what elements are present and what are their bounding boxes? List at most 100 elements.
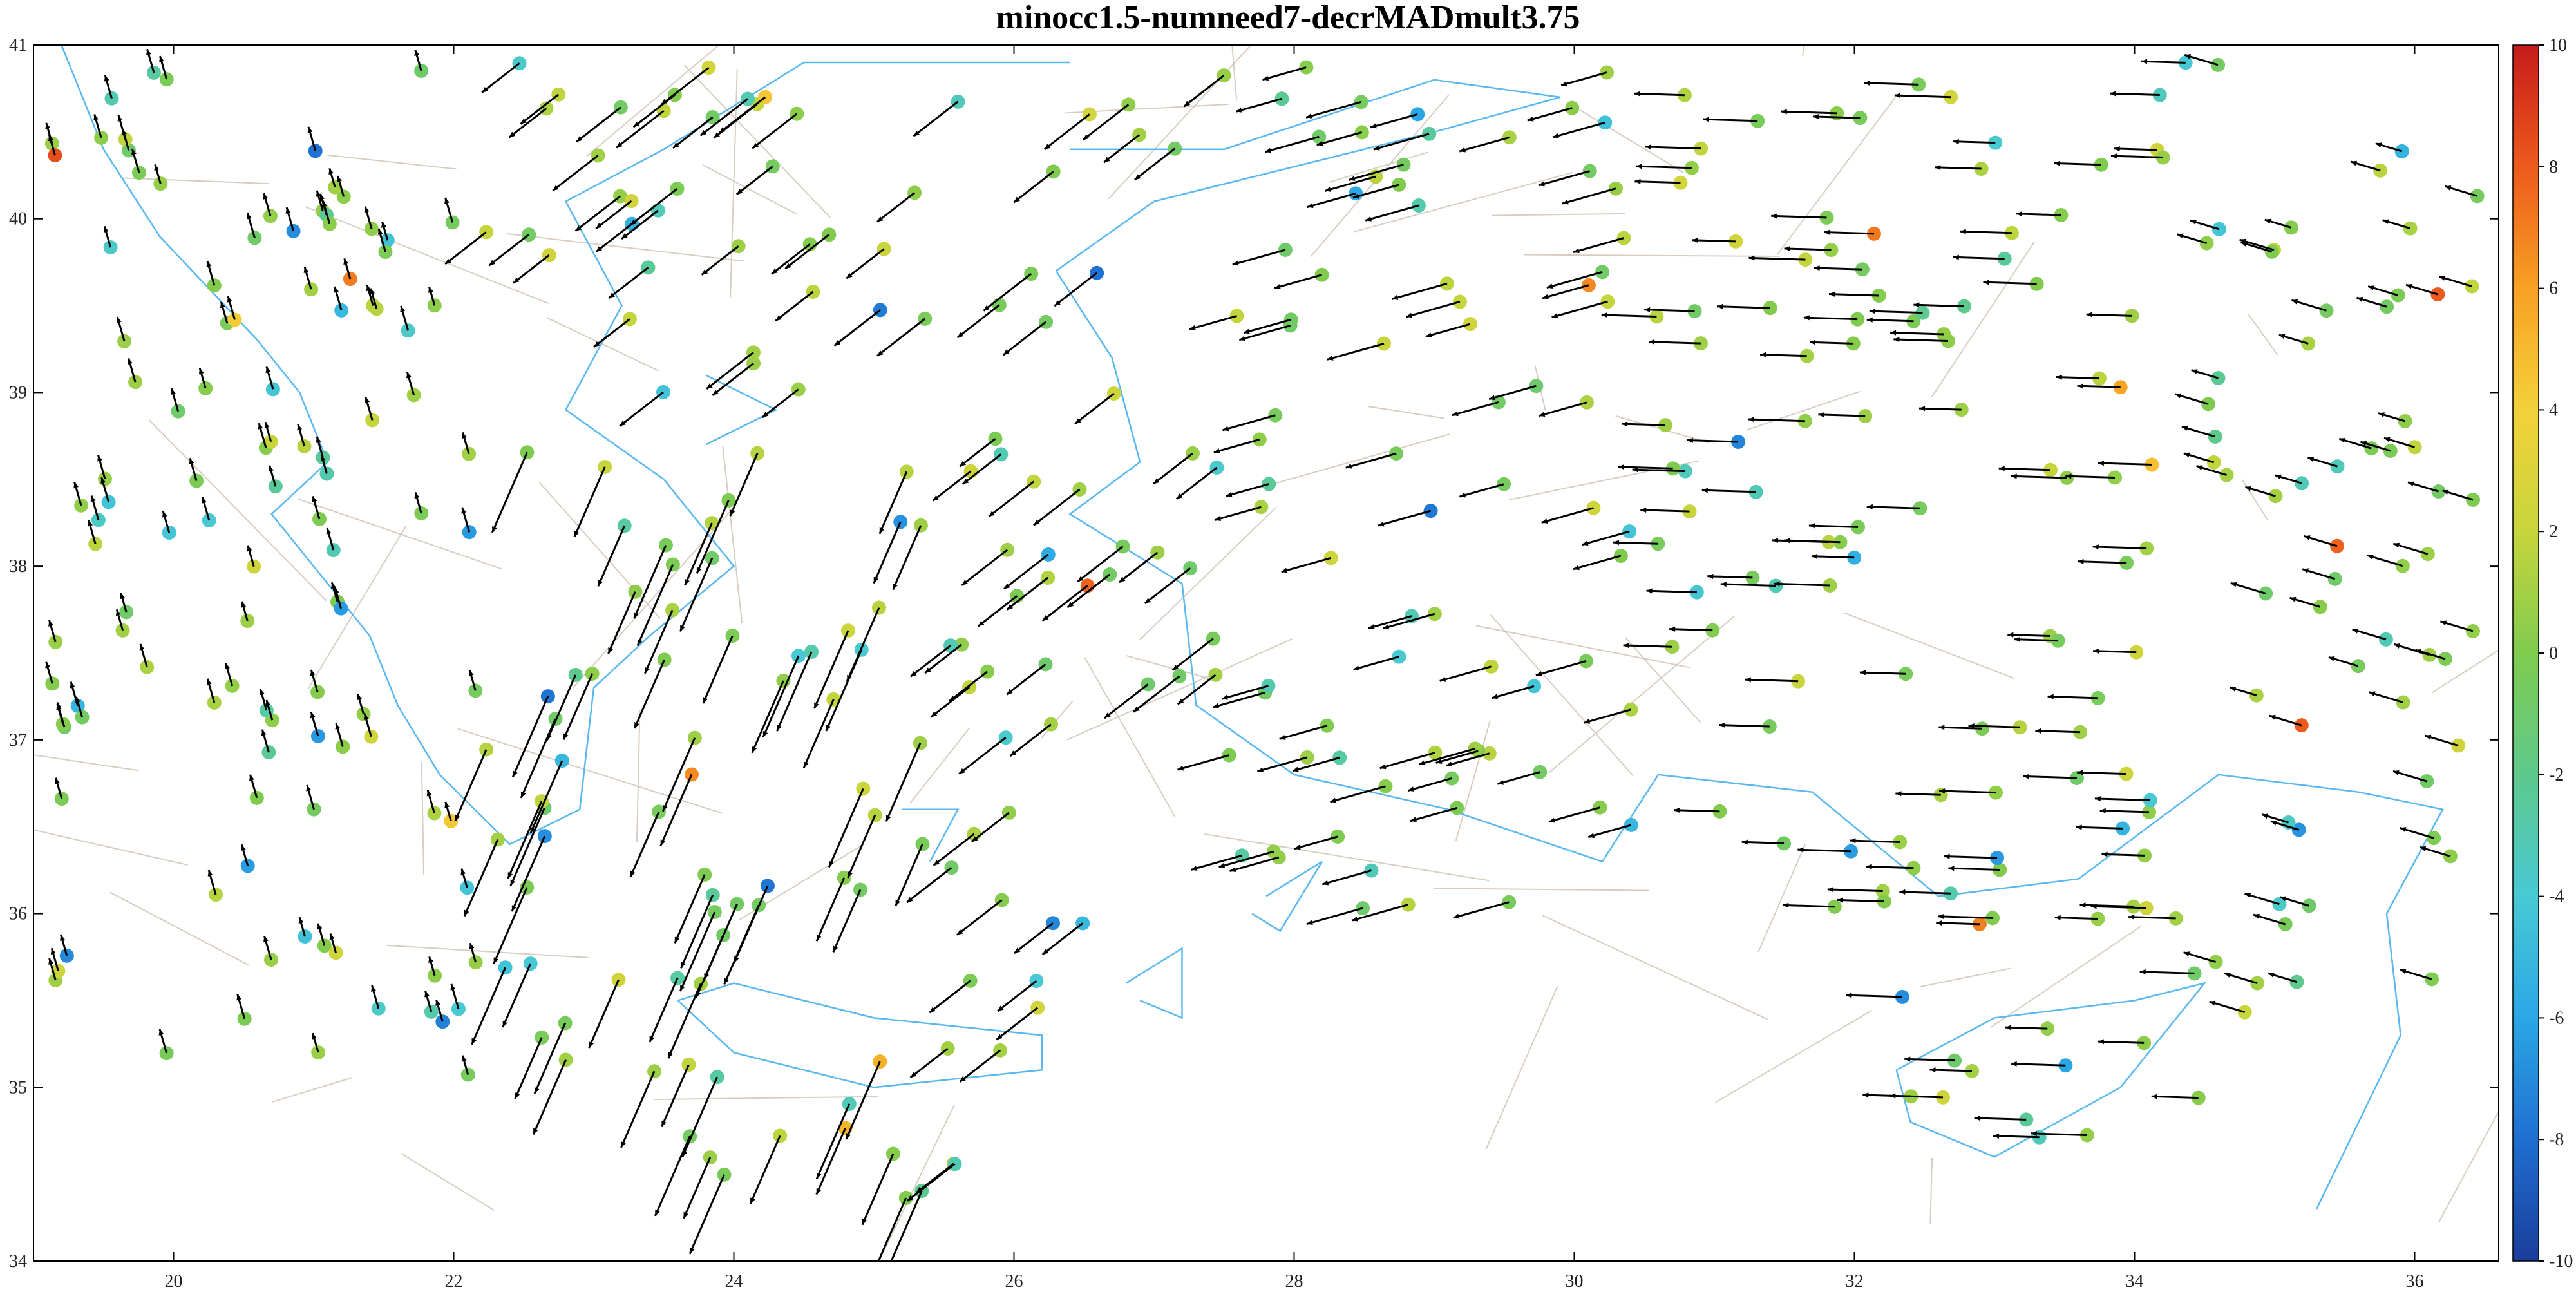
velocity-arrow	[1803, 316, 1858, 321]
velocity-arrow	[576, 106, 621, 143]
velocity-arrow	[2400, 826, 2434, 839]
velocity-arrowhead	[1144, 598, 1151, 603]
velocity-arrowhead	[462, 432, 467, 439]
velocity-arrow	[679, 911, 716, 992]
velocity-arrowhead	[1783, 902, 1789, 908]
velocity-arrowhead	[589, 1041, 594, 1049]
velocity-arrowhead	[461, 507, 467, 514]
velocity-arrowhead	[249, 774, 254, 781]
velocity-arrowhead	[1944, 853, 1950, 859]
velocity-arrowhead	[1645, 144, 1652, 150]
velocity-arrow	[1368, 615, 1412, 629]
velocity-arrowhead	[100, 477, 106, 484]
velocity-arrowhead	[816, 1188, 822, 1195]
velocity-arrowhead	[263, 936, 269, 942]
fault-lines	[33, 45, 2499, 1252]
velocity-arrowhead	[450, 983, 456, 991]
velocity-arrowhead	[983, 305, 990, 311]
velocity-arrow	[1379, 752, 1435, 770]
velocity-arrowhead	[1929, 1067, 1936, 1073]
coastline-segment	[1055, 79, 2444, 1210]
velocity-arrowhead	[873, 576, 879, 584]
velocity-arrowhead	[2269, 714, 2276, 720]
velocity-arrowhead	[1322, 880, 1329, 886]
velocity-arrow	[959, 437, 996, 468]
velocity-arrow	[815, 1103, 851, 1179]
velocity-arrowhead	[189, 458, 194, 464]
velocity-arrowhead	[1229, 867, 1236, 873]
velocity-arrowhead	[1673, 807, 1680, 813]
velocity-arrowhead	[1184, 100, 1191, 107]
fault-trace	[1066, 638, 1293, 741]
velocity-arrowhead	[460, 868, 466, 875]
velocity-arrowhead	[1808, 523, 1815, 529]
coastline-segment	[1125, 947, 1183, 1020]
velocity-arrow	[533, 1022, 567, 1094]
fault-trace	[1490, 614, 1634, 777]
velocity-arrow	[752, 113, 798, 149]
fault-trace	[2241, 479, 2269, 520]
velocity-arrowhead	[2191, 369, 2198, 375]
velocity-arrowhead	[1435, 759, 1443, 764]
velocity-arrow	[507, 801, 543, 879]
velocity-arrow	[2141, 60, 2186, 64]
velocity-arrow	[1895, 792, 1941, 796]
x-tick-label: 32	[1846, 1271, 1864, 1291]
y-tick-label: 36	[9, 904, 27, 924]
velocity-arrowhead	[1719, 722, 1725, 728]
velocity-arrowhead	[1007, 603, 1014, 610]
velocity-arrowhead	[1307, 203, 1314, 209]
velocity-arrowhead	[261, 729, 267, 736]
fault-trace	[1126, 655, 1211, 680]
fault-trace	[2438, 1110, 2499, 1222]
velocity-arrowhead	[2093, 648, 2099, 654]
velocity-arrowhead	[1067, 602, 1074, 608]
velocity-arrowhead	[683, 1211, 688, 1219]
velocity-arrowhead	[513, 277, 520, 283]
velocity-arrowhead	[316, 190, 321, 197]
velocity-arrow	[1392, 282, 1448, 300]
velocity-arrow	[878, 471, 908, 535]
velocity-arrowhead	[2076, 824, 2082, 830]
velocity-arrowhead	[621, 233, 628, 239]
velocity-arrowhead	[1419, 760, 1426, 766]
velocity-arrow	[1968, 725, 2020, 728]
velocity-arrowhead	[895, 899, 900, 906]
velocity-arrowhead	[48, 135, 53, 142]
velocity-arrowhead	[303, 267, 309, 273]
velocity-arrow	[552, 155, 599, 192]
velocity-arrowhead	[1866, 864, 1872, 869]
velocity-arrow	[1144, 567, 1191, 605]
velocity-arrow	[1850, 839, 1900, 843]
velocity-arrow	[877, 1197, 907, 1261]
velocity-arrow	[1546, 271, 1603, 289]
velocity-arrowhead	[816, 935, 822, 942]
velocity-arrowhead	[682, 1150, 687, 1157]
velocity-arrow	[1325, 175, 1376, 192]
velocity-arrow	[861, 1153, 895, 1226]
velocity-arrow	[909, 644, 951, 678]
velocity-arrowhead	[2077, 770, 2083, 775]
velocity-arrow	[1944, 855, 1998, 859]
velocity-arrowhead	[960, 1076, 966, 1082]
velocity-arrowhead	[1410, 817, 1417, 822]
velocity-arrow	[1772, 539, 1829, 544]
velocity-arrowhead	[2368, 285, 2374, 290]
velocity-arrow	[2031, 1132, 2087, 1136]
velocity-arrowhead	[56, 704, 62, 710]
velocity-arrow	[1824, 231, 1874, 235]
gps-station-marker	[153, 176, 168, 191]
fault-trace	[654, 1096, 879, 1101]
velocity-arrowhead	[533, 1128, 538, 1135]
velocity-arrowhead	[1177, 698, 1184, 705]
velocity-arrow	[1811, 555, 1855, 559]
velocity-arrowhead	[1262, 75, 1269, 81]
velocity-arrowhead	[1864, 80, 1870, 86]
velocity-arrowhead	[1640, 507, 1647, 513]
velocity-arrow	[1134, 147, 1176, 181]
velocity-arrowhead	[1899, 889, 1906, 895]
velocity-arrow	[444, 231, 488, 265]
velocity-arrow	[2023, 775, 2077, 779]
velocity-arrowhead	[1771, 213, 1777, 219]
velocity-arrowhead	[414, 50, 420, 57]
